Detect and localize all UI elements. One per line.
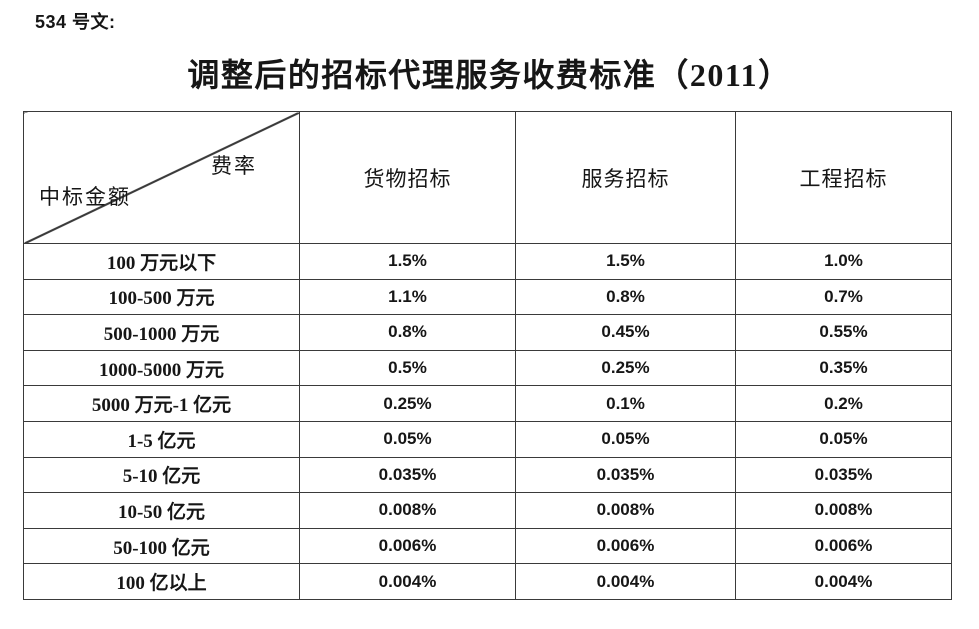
cell-value: 0.35%: [735, 349, 952, 387]
table-row: 500-1000 万元 0.8% 0.45% 0.55%: [23, 314, 952, 351]
corner-header-cell: 费率 中标金额: [23, 111, 300, 244]
cell-value: 0.006%: [299, 527, 516, 565]
row-label: 100 亿以上: [23, 563, 300, 600]
cell-value: 0.45%: [515, 314, 736, 351]
table-row: 100 万元以下 1.5% 1.5% 1.0%: [23, 243, 952, 280]
row-label: 1-5 亿元: [23, 420, 300, 458]
cell-value: 0.008%: [299, 492, 516, 529]
cell-value: 0.006%: [515, 527, 736, 565]
cell-value: 0.004%: [299, 563, 516, 600]
cell-value: 0.55%: [735, 314, 952, 351]
cell-value: 0.004%: [735, 563, 952, 600]
cell-value: 0.05%: [515, 420, 736, 458]
cell-value: 0.7%: [735, 278, 952, 316]
row-label: 100-500 万元: [23, 278, 300, 316]
fee-table: 费率 中标金额 货物招标 服务招标 工程招标 100 万元以下 1.5% 1.5…: [23, 111, 952, 600]
row-label: 1000-5000 万元: [23, 349, 300, 387]
cell-value: 1.0%: [735, 243, 952, 280]
table-row: 10-50 亿元 0.008% 0.008% 0.008%: [23, 492, 952, 529]
cell-value: 0.035%: [735, 456, 952, 494]
cell-value: 0.05%: [735, 420, 952, 458]
cell-value: 0.05%: [299, 420, 516, 458]
row-label: 500-1000 万元: [23, 314, 300, 351]
cell-value: 0.25%: [515, 349, 736, 387]
row-label: 50-100 亿元: [23, 527, 300, 565]
cell-value: 1.5%: [299, 243, 516, 280]
table-row: 100-500 万元 1.1% 0.8% 0.7%: [23, 278, 952, 316]
table-row: 5-10 亿元 0.035% 0.035% 0.035%: [23, 456, 952, 494]
cell-value: 0.035%: [515, 456, 736, 494]
table-row: 50-100 亿元 0.006% 0.006% 0.006%: [23, 527, 952, 565]
cell-value: 0.5%: [299, 349, 516, 387]
column-header-services: 服务招标: [515, 111, 736, 244]
cell-value: 0.008%: [735, 492, 952, 529]
table-row: 1-5 亿元 0.05% 0.05% 0.05%: [23, 420, 952, 458]
cell-value: 0.035%: [299, 456, 516, 494]
row-label: 5-10 亿元: [23, 456, 300, 494]
cell-value: 0.008%: [515, 492, 736, 529]
table-row: 5000 万元-1 亿元 0.25% 0.1% 0.2%: [23, 385, 952, 422]
corner-label-rate: 费率: [211, 154, 257, 178]
column-header-goods: 货物招标: [299, 111, 516, 244]
cell-value: 0.1%: [515, 385, 736, 422]
cell-value: 0.006%: [735, 527, 952, 565]
corner-label-amount: 中标金额: [39, 185, 131, 209]
cell-value: 1.1%: [299, 278, 516, 316]
table-row: 100 亿以上 0.004% 0.004% 0.004%: [23, 563, 952, 600]
column-header-engineering: 工程招标: [735, 111, 952, 244]
cell-value: 0.8%: [515, 278, 736, 316]
cell-value: 1.5%: [515, 243, 736, 280]
row-label: 100 万元以下: [23, 243, 300, 280]
cell-value: 0.8%: [299, 314, 516, 351]
doc-ref-label: 534 号文:: [35, 12, 116, 32]
row-label: 10-50 亿元: [23, 492, 300, 529]
table-row: 1000-5000 万元 0.5% 0.25% 0.35%: [23, 349, 952, 387]
cell-value: 0.2%: [735, 385, 952, 422]
cell-value: 0.25%: [299, 385, 516, 422]
row-label: 5000 万元-1 亿元: [23, 385, 300, 422]
page-title: 调整后的招标代理服务收费标准（2011）: [187, 57, 792, 93]
cell-value: 0.004%: [515, 563, 736, 600]
table-header-row: 费率 中标金额 货物招标 服务招标 工程招标: [23, 111, 952, 244]
